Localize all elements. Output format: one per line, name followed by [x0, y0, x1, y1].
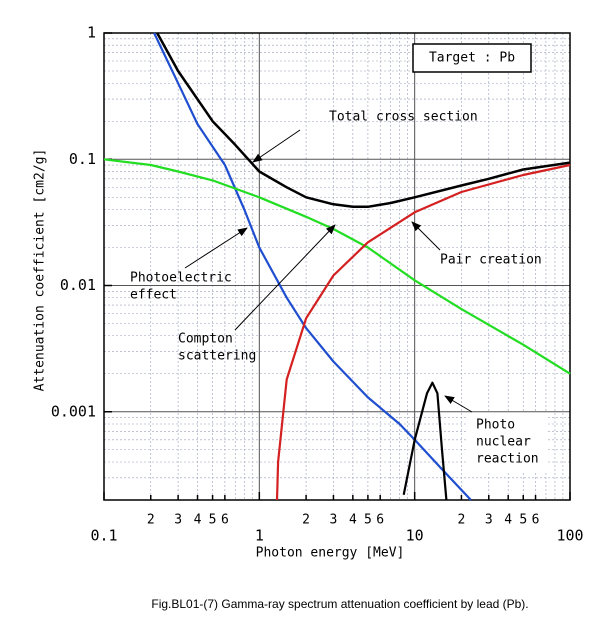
annotation: reaction	[476, 452, 539, 467]
annotation-arrow	[444, 395, 473, 413]
x-tick-label: 4	[504, 513, 512, 528]
caption: Fig.BL01-(7) Gamma-ray spectrum attenuat…	[151, 597, 528, 611]
x-tick-label: 0.1	[90, 527, 117, 545]
annotation-box	[412, 43, 532, 73]
x-tick-label: 3	[174, 513, 182, 528]
annotation-arrow	[184, 227, 248, 269]
y-tick-label: 0.001	[51, 402, 96, 420]
x-tick-label: 6	[221, 513, 229, 528]
x-axis-label: Photon energy [MeV]	[256, 546, 405, 561]
annotation: scattering	[178, 349, 256, 364]
annotation-arrow	[411, 221, 441, 251]
x-tick-label: 10	[406, 527, 424, 545]
series-line	[275, 163, 571, 501]
x-tick-label: 3	[330, 513, 338, 528]
series-line	[153, 32, 472, 501]
annotation-arrow	[252, 129, 301, 163]
annotation: Target : Pb	[429, 51, 515, 66]
x-tick-label: 4	[194, 513, 202, 528]
annotation: Total cross section	[329, 110, 478, 125]
x-tick-label: 2	[302, 513, 310, 528]
x-tick-label: 2	[458, 513, 466, 528]
annotation: Photo	[476, 418, 515, 433]
annotation: Pair creation	[440, 253, 542, 268]
x-tick-label: 4	[349, 513, 357, 528]
annotation: effect	[130, 288, 177, 303]
annotation: Photoelectric	[130, 271, 232, 286]
x-tick-label: 3	[485, 513, 493, 528]
x-tick-label: 100	[556, 527, 583, 545]
x-tick-label: 6	[532, 513, 540, 528]
x-tick-label: 5	[519, 513, 527, 528]
annotation: nuclear	[476, 435, 531, 450]
x-tick-label: 6	[376, 513, 384, 528]
plot-frame	[103, 32, 571, 501]
x-tick-label: 5	[209, 513, 217, 528]
y-tick-label: 1	[87, 24, 96, 42]
annotation-arrow	[234, 224, 336, 331]
y-tick-label: 0.01	[60, 276, 96, 294]
series-line	[156, 32, 571, 209]
series-line	[402, 381, 448, 501]
y-axis-label: Attenuation coefficient [cm2/g]	[33, 149, 48, 392]
x-tick-label: 5	[364, 513, 372, 528]
annotation-bg	[468, 413, 548, 471]
annotation: Compton	[178, 332, 233, 347]
y-tick-label: 0.1	[69, 150, 96, 168]
x-tick-label: 2	[147, 513, 155, 528]
x-tick-label: 1	[255, 527, 264, 545]
series-line	[103, 158, 571, 375]
